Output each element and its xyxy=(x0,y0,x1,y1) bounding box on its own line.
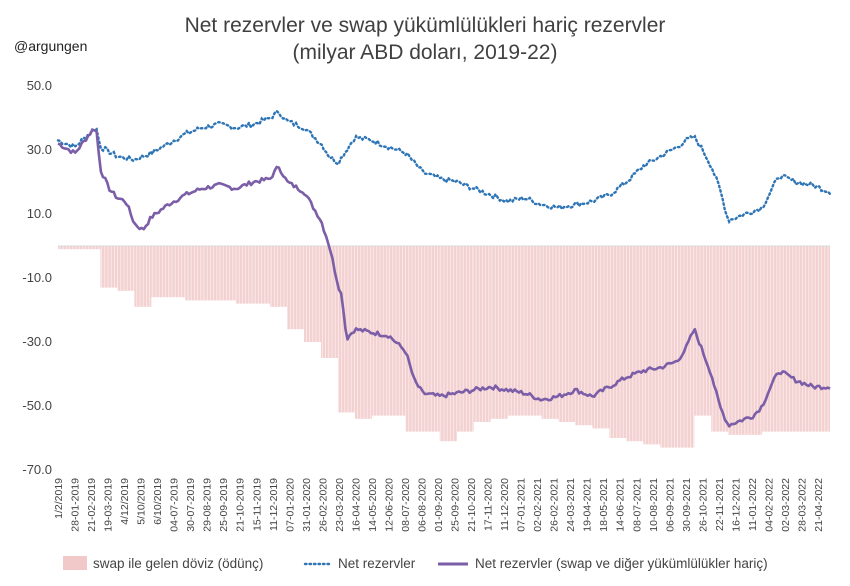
x-tick-label: 11-12-2019 xyxy=(268,478,280,531)
swap-bar xyxy=(405,246,423,432)
x-tick-label: 5/10/2019 xyxy=(136,478,148,525)
x-tick-label: 16-04-2020 xyxy=(350,478,362,532)
x-tick-label: 25-09-2019 xyxy=(218,478,230,532)
x-tick-label: 25-09-2020 xyxy=(450,478,462,532)
swap-bar xyxy=(270,246,288,307)
swap-bar xyxy=(439,246,457,442)
swap-bar xyxy=(541,246,559,419)
swap-bar xyxy=(388,246,406,416)
x-tick-label: 14-06-2021 xyxy=(615,478,627,532)
x-tick-label: 19-04-2021 xyxy=(582,478,594,532)
x-tick-label: 17-11-2020 xyxy=(483,478,495,531)
x-tick-label: 26-02-2021 xyxy=(549,478,561,532)
x-tick-label: 10-08-2021 xyxy=(648,478,660,532)
swap-bar xyxy=(236,246,254,304)
x-tick-label: 4/12/2019 xyxy=(119,478,131,525)
swap-bar xyxy=(728,246,746,435)
x-tick-label: 29-08-2019 xyxy=(202,478,214,532)
series-net-reserves-line xyxy=(56,109,832,225)
x-tick-label: 31-01-2020 xyxy=(301,478,313,532)
title-line-2: (milyar ABD doları, 2019-22) xyxy=(292,41,558,64)
x-tick-label: 11-12-2020 xyxy=(499,478,511,531)
x-tick-label: 1/2/2019 xyxy=(53,478,65,519)
x-tick-label: 21-02-2019 xyxy=(86,478,98,532)
swap-bar xyxy=(694,246,712,416)
swap-bar xyxy=(524,246,542,416)
y-tick-label: -50.0 xyxy=(22,398,52,413)
legend-net-reserves-label: Net rezervler xyxy=(338,556,416,571)
x-tick-label: 08-07-2020 xyxy=(400,478,412,532)
swap-bar xyxy=(456,246,474,432)
swap-bar xyxy=(168,246,186,298)
y-tick-label: 10.0 xyxy=(27,206,52,221)
series-net-excl-swap-line xyxy=(57,128,831,428)
x-tick-label: 04-02-2022 xyxy=(763,478,775,532)
chart-title: Net rezervler ve swap yükümlülükleri har… xyxy=(0,12,850,66)
swap-bar xyxy=(151,246,169,298)
swap-bar xyxy=(58,246,84,250)
x-tick-label: 23-03-2020 xyxy=(334,478,346,532)
legend-swap-swatch xyxy=(63,556,87,570)
y-tick-label: 50.0 xyxy=(27,78,52,93)
x-tick-label: 24-03-2021 xyxy=(565,478,577,532)
x-tick-label: 02-02-2021 xyxy=(532,478,544,532)
x-tick-label: 28-01-2019 xyxy=(70,478,82,532)
swap-bar xyxy=(796,246,814,432)
x-tick-label: 07-01-2020 xyxy=(284,478,296,532)
x-tick-label: 11-01-2022 xyxy=(747,478,759,531)
swap-bar xyxy=(711,246,729,432)
x-tick-label: 22-11-2021 xyxy=(714,478,726,531)
x-tick-label: 02-03-2022 xyxy=(780,478,792,532)
swap-bar-hatching xyxy=(59,246,829,448)
legend-net-excl-swap-label: Net rezervler (swap ve diğer yükümlülükl… xyxy=(475,556,768,571)
x-tick-label: 01-09-2020 xyxy=(433,478,445,532)
author-watermark: @argungen xyxy=(14,38,88,54)
x-tick-label: 26-02-2020 xyxy=(317,478,329,532)
swap-bar xyxy=(609,246,627,438)
swap-bar xyxy=(219,246,237,301)
swap-bar xyxy=(354,246,372,419)
swap-bar xyxy=(100,246,118,288)
plot-area: 50.0 30.0 10.0 -10.0 -30.0 -50.0 -70.01/2/2019… xyxy=(22,78,832,532)
x-tick-label: 07-01-2021 xyxy=(516,478,528,532)
x-tick-label: 16-12-2021 xyxy=(730,478,742,532)
x-tick-label: 30-07-2019 xyxy=(185,478,197,532)
x-tick-label: 6/10/2019 xyxy=(152,478,164,525)
x-tick-label: 18-05-2021 xyxy=(598,478,610,532)
x-tick-label: 12-06-2020 xyxy=(383,478,395,532)
legend: swap ile gelen döviz (ödünç) Net rezervle… xyxy=(63,556,768,571)
x-tick-label: 06-09-2021 xyxy=(664,478,676,532)
y-tick-label: 30.0 xyxy=(27,142,52,157)
x-tick-label: 06-08-2020 xyxy=(417,478,429,532)
swap-bar xyxy=(117,246,135,291)
x-tick-label: 19-03-2019 xyxy=(103,478,115,532)
swap-bar xyxy=(507,246,525,416)
x-tick-label: 04-07-2019 xyxy=(169,478,181,532)
x-tick-label: 15-11-2019 xyxy=(251,478,263,531)
y-tick-label: -30.0 xyxy=(22,334,52,349)
y-tick-label: -10.0 xyxy=(22,270,52,285)
x-tick-label: 21-10-2020 xyxy=(466,478,478,532)
legend-swap-label: swap ile gelen döviz (ödünç) xyxy=(93,556,263,571)
x-tick-label: 21-10-2019 xyxy=(235,478,247,532)
x-tick-label: 21-04-2022 xyxy=(813,478,825,532)
title-line-1: Net rezervler ve swap yükümlülükleri har… xyxy=(184,14,666,37)
swap-bar xyxy=(287,246,305,330)
x-tick-label: 28-03-2022 xyxy=(797,478,809,532)
x-tick-label: 08-07-2021 xyxy=(631,478,643,532)
x-tick-label: 14-05-2020 xyxy=(367,478,379,532)
swap-bar xyxy=(626,246,644,442)
swap-bar xyxy=(779,246,797,432)
x-tick-label: 30-09-2021 xyxy=(681,478,693,532)
x-tick-label: 26-10-2021 xyxy=(697,478,709,532)
y-tick-label: -70.0 xyxy=(22,462,52,477)
